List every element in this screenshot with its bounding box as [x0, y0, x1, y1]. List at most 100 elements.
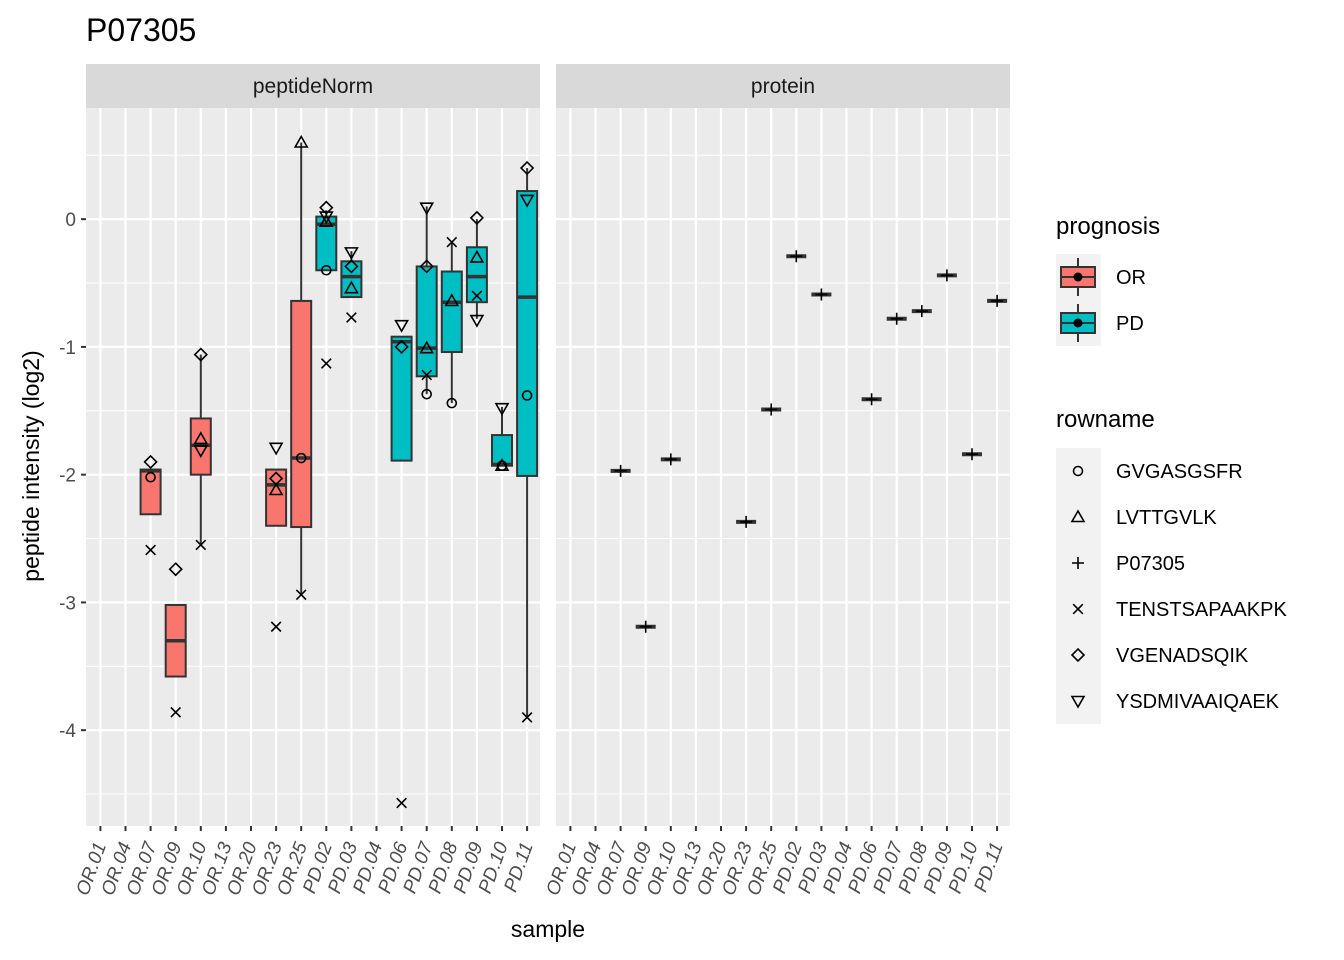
y-tick-label: -3 [59, 593, 76, 614]
legend-title: rowname [1056, 406, 1155, 433]
legend-shape-triangle-down [1070, 695, 1086, 709]
point-YSDMIVAAIQAEK [394, 319, 409, 333]
point-VGENADSQIK [319, 200, 334, 215]
point-GVGASGSFR [446, 397, 458, 409]
facet-strip [556, 64, 1010, 108]
point-TENSTSAPAAKPK [346, 312, 357, 323]
box-PD.02 [315, 210, 338, 272]
legend-item-YSDMIVAAIQAEK: YSDMIVAAIQAEK [1070, 691, 1280, 713]
point-TENSTSAPAAKPK [446, 236, 458, 248]
panel-protein: proteinOR.01OR.04OR.07OR.09OR.10OR.13OR.… [543, 64, 1010, 898]
point-TENSTSAPAAKPK [270, 621, 282, 633]
legend-point [1073, 318, 1083, 328]
point-VGENADSQIK [519, 160, 535, 176]
point-TENSTSAPAAKPK [471, 290, 483, 302]
legend-item-VGENADSQIK: VGENADSQIK [1070, 645, 1249, 667]
point-TENSTSAPAAKPK [521, 712, 533, 723]
legend-item-PD: PD [1056, 300, 1144, 346]
panel-background [86, 108, 540, 826]
point-LVTTGVLK [293, 134, 309, 148]
legend-label: TENSTSAPAAKPK [1116, 599, 1287, 621]
point-YSDMIVAAIQAEK [419, 202, 435, 216]
box-PD.11 [516, 168, 539, 718]
legend-label: YSDMIVAAIQAEK [1116, 691, 1280, 713]
point-P07305 [915, 305, 928, 318]
point-P07305 [639, 620, 652, 633]
box-OR.07 [139, 468, 162, 516]
box-PD.06 [390, 335, 413, 462]
legend-label: P07305 [1116, 553, 1185, 575]
legend-title: prognosis [1056, 213, 1160, 240]
box-PD.07 [415, 206, 438, 395]
point-YSDMIVAAIQAEK [268, 442, 284, 456]
legend-shape-cross [1072, 603, 1084, 615]
point-TENSTSAPAAKPK [195, 539, 207, 551]
point-GVGASGSFR [421, 388, 433, 400]
point-VGENADSQIK [168, 562, 183, 577]
point-GVGASGSFR [521, 390, 533, 401]
box-body [516, 190, 539, 477]
legend-label: VGENADSQIK [1116, 645, 1249, 667]
y-tick-label: -2 [59, 466, 76, 487]
box-body [265, 468, 288, 527]
box-body [465, 246, 488, 304]
point-YSDMIVAAIQAEK [469, 314, 485, 328]
legend-shape-plus [1072, 557, 1084, 569]
point-TENSTSAPAAKPK [320, 358, 332, 369]
point-LVTTGVLK [494, 458, 510, 472]
legend-item-OR: OR [1056, 254, 1146, 300]
point-TENSTSAPAAKPK [170, 706, 182, 718]
legend-item-GVGASGSFR: GVGASGSFR [1072, 461, 1243, 483]
legend-shape-diamond [1070, 647, 1086, 663]
point-P07305 [966, 448, 978, 461]
point-P07305 [664, 453, 677, 466]
point-TENSTSAPAAKPK [421, 369, 433, 381]
facet-strip [86, 64, 540, 108]
legend-label: PD [1116, 313, 1144, 335]
point-LVTTGVLK [268, 482, 284, 496]
legend-rowname: rowname GVGASGSFR LVTTGVLK P07305 TENSTSAPAA… [1056, 406, 1287, 724]
facet-strip-label: peptideNorm [253, 75, 373, 98]
point-YSDMIVAAIQAEK [193, 445, 209, 459]
point-TENSTSAPAAKPK [145, 544, 156, 556]
box-body [415, 265, 438, 378]
legend-label: LVTTGVLK [1116, 507, 1217, 529]
x-axis-title: sample [511, 916, 585, 942]
facet-strip-label: protein [751, 75, 815, 98]
y-tick-label: -4 [59, 721, 76, 742]
point-GVGASGSFR [295, 452, 307, 464]
legend-item-TENSTSAPAAKPK: TENSTSAPAAKPK [1072, 599, 1287, 621]
facet-panels: peptideNormOR.01OR.04OR.07OR.09OR.10OR.1… [59, 64, 1010, 898]
point-P07305 [865, 393, 878, 406]
box-body [390, 335, 413, 462]
legend-shape-circle [1072, 465, 1084, 477]
box-PD.10 [491, 406, 513, 467]
chart-title: P07305 [86, 12, 196, 48]
point-P07305 [890, 312, 903, 325]
legend-point [1073, 272, 1083, 282]
point-VGENADSQIK [193, 347, 208, 362]
point-GVGASGSFR [145, 471, 156, 483]
point-VGENADSQIK [344, 259, 359, 274]
y-tick-label: -1 [59, 338, 76, 359]
legend-item-P07305: P07305 [1072, 553, 1185, 575]
point-YSDMIVAAIQAEK [318, 211, 334, 225]
box-body [290, 299, 313, 529]
point-VGENADSQIK [419, 259, 434, 274]
point-LVTTGVLK [193, 431, 209, 445]
box-body [340, 260, 363, 299]
point-P07305 [790, 250, 803, 263]
point-LVTTGVLK [469, 249, 485, 263]
point-P07305 [815, 288, 828, 301]
box-OR.09 [164, 603, 187, 678]
point-YSDMIVAAIQAEK [344, 247, 359, 260]
box-body [440, 270, 463, 354]
point-P07305 [740, 515, 753, 528]
legend-label: OR [1116, 267, 1146, 289]
point-P07305 [614, 464, 627, 477]
point-GVGASGSFR [320, 264, 332, 276]
legend-key-bg [1056, 448, 1101, 724]
point-VGENADSQIK [469, 210, 485, 226]
y-axis-title: peptide intensity (log2) [18, 350, 44, 581]
